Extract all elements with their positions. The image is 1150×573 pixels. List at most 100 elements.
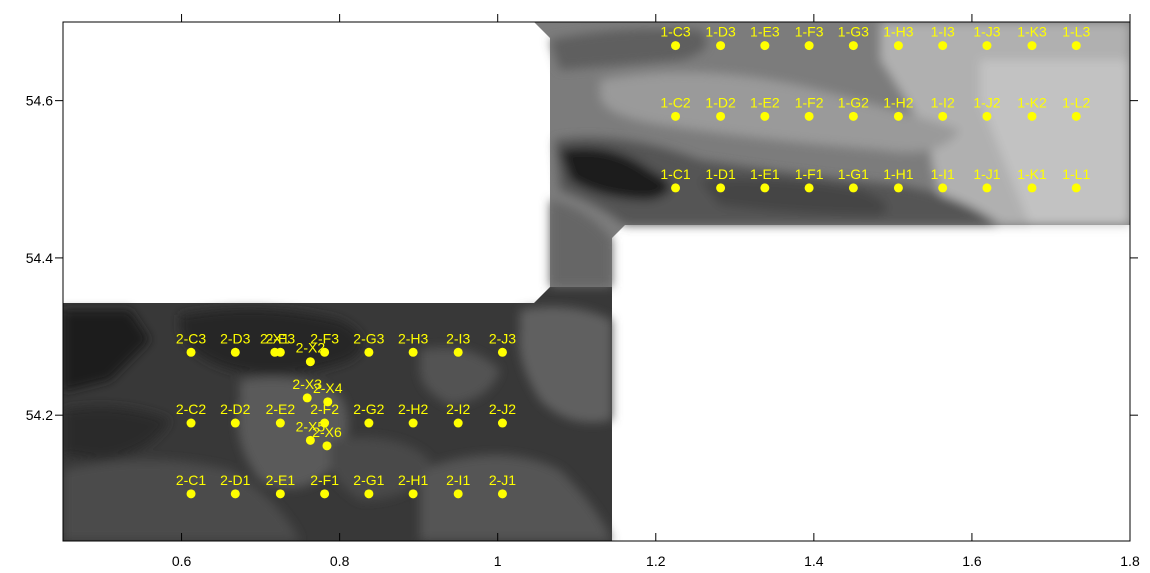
sample-point-label: 2-D3 xyxy=(220,330,251,346)
sample-point-label: 1-E2 xyxy=(750,94,780,110)
sample-point-label: 2-H1 xyxy=(398,472,429,488)
sample-point-label: 2-J3 xyxy=(489,330,516,346)
sample-point-label: 1-C3 xyxy=(660,24,691,40)
x-tick-label: 0.8 xyxy=(330,553,350,569)
sample-point-marker xyxy=(716,111,726,121)
sample-point-label: 2-I3 xyxy=(446,330,470,346)
sample-point-marker xyxy=(804,41,814,51)
sample-point-label: 1-J1 xyxy=(973,166,1000,182)
sample-point-label: 2-I1 xyxy=(446,472,470,488)
sample-point-marker xyxy=(302,393,312,403)
sample-point-label: 1-K2 xyxy=(1017,94,1047,110)
sample-point-marker xyxy=(1071,183,1081,193)
sample-point-label: 2-X5 xyxy=(296,418,326,434)
contour-band-dark-2g xyxy=(63,406,170,460)
sample-point-label: 1-C2 xyxy=(660,94,691,110)
sample-point-label: 2-E1 xyxy=(266,472,296,488)
contour-band-base-2 xyxy=(63,22,612,541)
y-axis-ticks: 54.2 54.4 54.6 xyxy=(26,93,1138,423)
sample-point-marker xyxy=(320,418,330,428)
sample-point-label: 1-D3 xyxy=(705,24,736,40)
contour-region-1 xyxy=(534,22,1130,287)
contour-band-dark-1e xyxy=(560,147,670,200)
contour-bands-2 xyxy=(63,306,612,541)
sample-point-marker xyxy=(804,111,814,121)
sample-point-label: 1-G2 xyxy=(838,94,869,110)
contour-band-light-2b xyxy=(63,460,300,541)
sample-point-marker xyxy=(848,41,858,51)
sample-point-label: 2-X6 xyxy=(312,424,342,440)
sample-point-marker xyxy=(320,489,330,499)
sample-point-marker xyxy=(1027,41,1037,51)
sample-point-label: 2-X2 xyxy=(296,340,326,356)
sample-point-marker xyxy=(716,183,726,193)
sample-point-marker xyxy=(716,41,726,51)
sample-point-marker xyxy=(804,183,814,193)
sample-point-label: 1-L2 xyxy=(1062,94,1090,110)
sample-point-label: 2-D2 xyxy=(220,401,251,417)
sample-point-marker xyxy=(1027,111,1037,121)
sample-point-marker xyxy=(275,489,285,499)
sample-point-label: 2-C1 xyxy=(176,472,207,488)
sample-point-marker xyxy=(230,418,240,428)
sample-point-marker xyxy=(322,441,332,451)
sample-point-label: 1-G3 xyxy=(838,24,869,40)
sample-point-marker xyxy=(982,41,992,51)
x-tick-label: 1 xyxy=(494,553,502,569)
sample-point-marker xyxy=(320,347,330,357)
sample-point-marker xyxy=(760,111,770,121)
sample-point-label: 2-X4 xyxy=(313,380,343,396)
sample-point-marker xyxy=(364,347,374,357)
x-axis-ticks: 0.6 0.8 1 1.2 1.4 1.6 1.8 xyxy=(172,14,1140,569)
contour-band-dark-1f xyxy=(550,28,707,70)
sample-point-label: 1-C1 xyxy=(660,166,691,182)
y-tick-label: 54.6 xyxy=(26,93,53,109)
x-tick-label: 1.4 xyxy=(804,553,824,569)
sample-point-marker xyxy=(364,418,374,428)
sample-point-marker xyxy=(305,435,315,445)
contour-band-light-2a xyxy=(237,377,348,488)
sample-point-label: 2-G2 xyxy=(353,401,384,417)
y-tick-label: 54.2 xyxy=(26,407,53,423)
sample-point-marker xyxy=(1027,183,1037,193)
contour-band-dark-2b xyxy=(180,308,363,375)
sample-point-marker xyxy=(938,111,948,121)
sample-point-label: 2-J1 xyxy=(489,472,516,488)
sample-point-marker xyxy=(364,489,374,499)
sample-point-marker xyxy=(453,418,463,428)
sample-point-label: 2-G1 xyxy=(353,472,384,488)
sample-point-label: 1-I3 xyxy=(931,24,955,40)
sample-point-label: 1-J2 xyxy=(973,94,1000,110)
sample-point-marker xyxy=(186,489,196,499)
sample-point-marker xyxy=(671,183,681,193)
sample-point-label: 1-D1 xyxy=(705,166,736,182)
sample-point-label: 2-H3 xyxy=(398,330,429,346)
x-tick-label: 0.6 xyxy=(172,553,192,569)
contour-band-mid-1c xyxy=(600,72,960,153)
sample-point-marker xyxy=(453,489,463,499)
sample-point-label: 2-C2 xyxy=(176,401,207,417)
sample-point-marker xyxy=(671,111,681,121)
sample-point-marker xyxy=(453,347,463,357)
sample-point-label: 1-J3 xyxy=(973,24,1000,40)
sample-point-marker xyxy=(671,41,681,51)
sample-point-marker xyxy=(760,183,770,193)
contour-band-dark-2a xyxy=(63,310,150,392)
contour-band-light-1b xyxy=(980,60,1130,225)
sample-point-label: 1-L3 xyxy=(1062,24,1090,40)
sample-point-marker xyxy=(938,183,948,193)
sample-point-label: 1-F1 xyxy=(795,166,824,182)
sample-point-marker xyxy=(893,41,903,51)
sample-point-label: 1-F2 xyxy=(795,94,824,110)
sample-point-label: 2-X1 xyxy=(260,330,290,346)
sample-point-label: 2-E3 xyxy=(266,330,296,346)
contour-band-mid-1h xyxy=(550,200,612,287)
contour-band-light-2e xyxy=(519,306,612,423)
sample-point-label: 2-F1 xyxy=(310,472,339,488)
x-tick-label: 1.2 xyxy=(646,553,666,569)
sample-point-marker xyxy=(408,489,418,499)
sample-point-label: 1-I2 xyxy=(931,94,955,110)
sample-point-marker xyxy=(323,397,333,407)
sample-point-marker xyxy=(305,357,315,367)
